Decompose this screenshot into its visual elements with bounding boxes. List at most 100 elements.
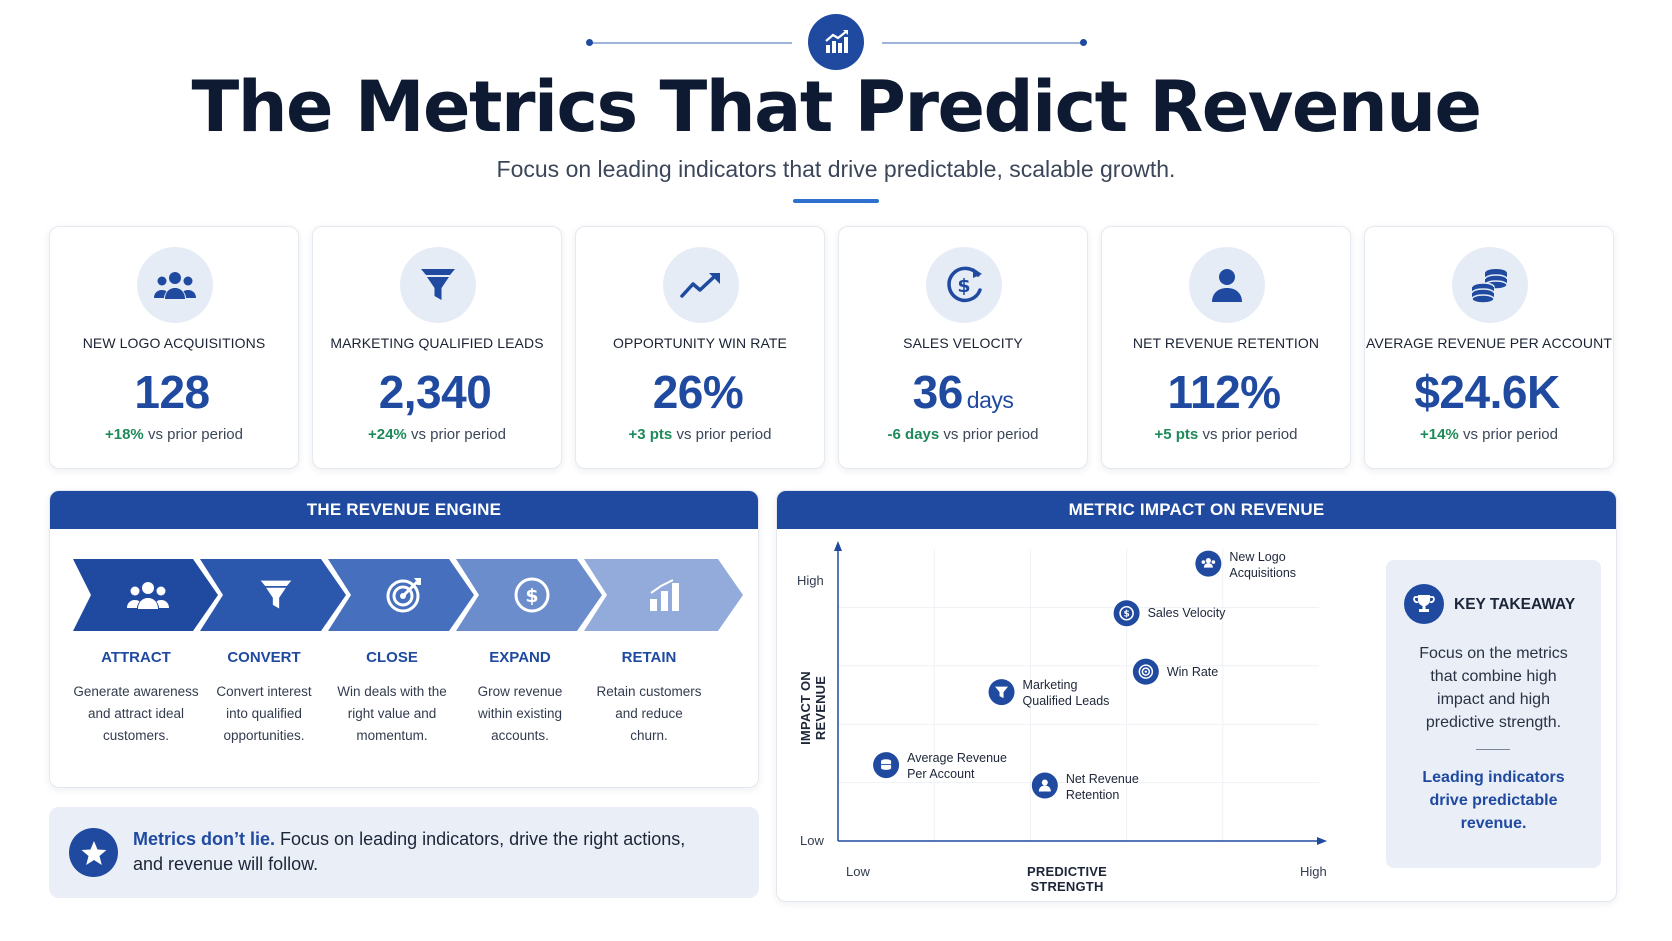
stage-title-close: CLOSE — [366, 649, 418, 666]
kpi-card-sales-velocity: $ SALES VELOCITY 36 days -6 days vs prior… — [838, 226, 1088, 469]
impact-point-label: Average Revenue Per Account — [907, 751, 1007, 782]
stage-desc-convert: Convert interest into qualified opportunit… — [216, 684, 312, 743]
kpi-change: +14% vs prior period — [1419, 426, 1558, 443]
kpi-row: NEW LOGO ACQUISITIONS 128 +18% vs prior … — [49, 226, 1615, 469]
stage-title-retain: RETAIN — [621, 649, 677, 666]
page-title: The Metrics That Predict Revenue — [191, 66, 1482, 148]
banner-text: Metrics don’t lie. Focus on leading indi… — [133, 829, 686, 874]
key-takeaway-card: KEY TAKEAWAY Focus on the metrics that co… — [1386, 560, 1601, 868]
kpi-label: NEW LOGO ACQUISITIONS — [82, 335, 266, 351]
x-axis-arrow — [1317, 837, 1327, 845]
revenue-engine-panel: THE REVENUE ENGINE $ ATTRACT CONVERT CLO… — [49, 490, 759, 788]
stage-desc-close: Win deals with the right value and momentu… — [337, 684, 447, 743]
y-low-label: Low — [800, 833, 824, 848]
kpi-value: $24.6K — [1414, 366, 1560, 418]
impact-point — [873, 752, 900, 779]
coins-icon — [1452, 247, 1528, 323]
kpi-value: 128 — [134, 366, 210, 418]
kpi-card-mql: MARKETING QUALIFIED LEADS 2,340 +24% vs … — [312, 226, 562, 469]
users-icon — [137, 247, 213, 323]
takeaway-title: KEY TAKEAWAY — [1454, 596, 1576, 613]
kpi-change: +24% vs prior period — [367, 426, 506, 443]
plot-grid — [838, 549, 1319, 841]
y-axis-title: IMPACT ON REVENUE — [798, 671, 828, 745]
kpi-change: +5 pts vs prior period — [1154, 426, 1298, 443]
kpi-card-new-logo: NEW LOGO ACQUISITIONS 128 +18% vs prior … — [49, 226, 299, 469]
stage-title-expand: EXPAND — [489, 649, 551, 666]
impact-point-marker — [1113, 600, 1140, 627]
kpi-value: 2,340 — [378, 366, 492, 418]
stage-title-attract: ATTRACT — [101, 649, 171, 666]
users-icon — [113, 559, 183, 631]
funnel-icon — [995, 686, 1009, 699]
kpi-card-win-rate: OPPORTUNITY WIN RATE 26% +3 pts vs prior… — [575, 226, 825, 469]
y-high-label: High — [797, 573, 824, 588]
kpi-label: NET REVENUE RETENTION — [1132, 335, 1320, 351]
impact-plot: $ — [834, 541, 1327, 845]
user-icon — [1038, 779, 1051, 792]
kpi-card-nrr: NET REVENUE RETENTION 112% +5 pts vs pri… — [1101, 226, 1351, 469]
revenue-engine-title: THE REVENUE ENGINE — [50, 491, 758, 529]
stage-desc-attract: Generate awareness and attract ideal custo… — [73, 684, 199, 743]
x-high-label: High — [1300, 864, 1327, 879]
kpi-value: 112% — [1167, 366, 1281, 418]
stage-desc-retain: Retain customers and reduce churn. — [596, 684, 702, 743]
target-icon — [369, 559, 439, 631]
impact-point — [1031, 772, 1058, 799]
header-rule-right — [882, 42, 1082, 44]
metric-impact-panel: METRIC IMPACT ON REVENUE $ High Low Low … — [776, 490, 1617, 902]
impact-point-label: Net Revenue Retention — [1065, 771, 1139, 802]
impact-point — [1195, 550, 1222, 577]
takeaway-note: Leading indicators drive predictable reven… — [1422, 769, 1565, 832]
kpi-label: AVERAGE REVENUE PER ACCOUNT — [1366, 335, 1612, 351]
bar-chart-trend-icon — [808, 14, 864, 70]
dollar-cycle-icon: $ — [926, 247, 1002, 323]
impact-point — [988, 679, 1015, 706]
takeaway-divider — [1476, 749, 1510, 750]
impact-point-label: Sales Velocity — [1147, 606, 1226, 621]
kpi-label: OPPORTUNITY WIN RATE — [613, 335, 787, 351]
impact-point-label: Win Rate — [1166, 664, 1219, 679]
title-accent-bar — [793, 199, 879, 203]
target-icon — [1138, 664, 1154, 679]
coins-icon — [881, 759, 892, 770]
svg-text:$: $ — [957, 275, 970, 297]
funnel-icon — [400, 247, 476, 323]
stage-chevrons: $ — [73, 559, 743, 631]
impact-point — [1132, 658, 1159, 685]
y-axis-arrow — [834, 541, 842, 551]
svg-text:$: $ — [1123, 610, 1129, 620]
kpi-change: +18% vs prior period — [104, 426, 243, 443]
dollar-icon: $ — [497, 559, 567, 631]
header-dot-right — [1080, 39, 1087, 46]
impact-point-label: New Logo Acquisitions — [1229, 549, 1297, 580]
chevron-expand — [456, 559, 602, 631]
kpi-change: -6 days vs prior period — [887, 426, 1039, 443]
funnel-icon — [241, 559, 311, 631]
header-dot-left — [586, 39, 593, 46]
trophy-icon — [1404, 584, 1444, 624]
kpi-value: 26% — [652, 366, 744, 418]
stage-desc-expand: Grow revenue within existing accounts. — [477, 684, 563, 743]
takeaway-body: Focus on the metrics that combine high imp… — [1419, 645, 1568, 731]
page-subtitle: Focus on leading indicators that drive p… — [496, 156, 1176, 182]
star-icon — [69, 828, 118, 877]
header-rule-left — [592, 42, 792, 44]
bar-chart-icon — [625, 559, 705, 631]
summary-banner: Metrics don’t lie. Focus on leading indi… — [49, 807, 759, 898]
x-axis-title: PREDICTIVE STRENGTH — [1026, 864, 1107, 894]
kpi-label: MARKETING QUALIFIED LEADS — [330, 335, 544, 351]
impact-point: $ — [1113, 600, 1140, 627]
dollar-icon: $ — [1119, 605, 1134, 621]
kpi-value: 36 days — [912, 366, 1014, 418]
metric-impact-title: METRIC IMPACT ON REVENUE — [777, 491, 1616, 529]
users-icon — [1201, 558, 1216, 568]
trend-up-icon — [663, 247, 739, 323]
x-low-label: Low — [846, 864, 870, 879]
svg-text:$: $ — [525, 585, 538, 607]
kpi-card-arpa: AVERAGE REVENUE PER ACCOUNT $24.6K +14% … — [1364, 226, 1614, 469]
chevron-attract — [73, 559, 218, 631]
impact-point-label: Marketing Qualified Leads — [1022, 678, 1110, 709]
stage-title-convert: CONVERT — [227, 649, 301, 666]
kpi-change: +3 pts vs prior period — [628, 426, 772, 443]
